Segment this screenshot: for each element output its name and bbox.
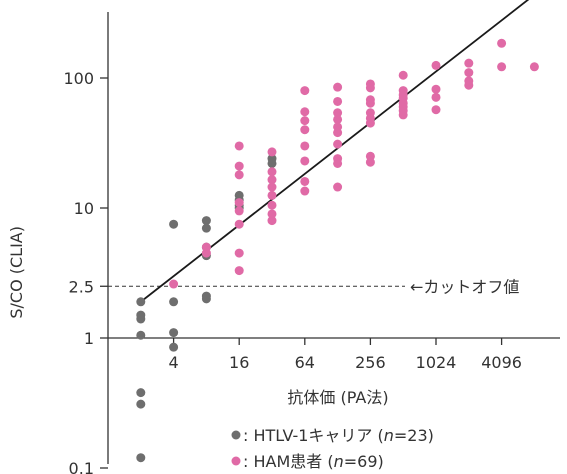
- data-point-carrier: [136, 388, 146, 398]
- x-tick-label: 64: [295, 353, 315, 372]
- data-point-ham: [169, 279, 179, 289]
- axes: [107, 12, 560, 464]
- data-point-ham: [365, 157, 375, 167]
- legend-entry-carrier-label: : HTLV-1キャリア (: [243, 426, 384, 445]
- data-point-ham: [431, 92, 441, 102]
- data-point-carrier: [136, 399, 146, 409]
- legend-entry-ham: : HAM患者 (n=69): [243, 452, 384, 471]
- data-point-ham: [398, 70, 408, 80]
- data-point-ham: [464, 68, 474, 78]
- data-point-ham: [234, 248, 244, 258]
- data-point-carrier: [201, 216, 211, 226]
- data-point-ham: [267, 182, 277, 192]
- data-point-ham: [267, 200, 277, 210]
- data-point-ham: [267, 216, 277, 226]
- data-point-ham: [267, 175, 277, 185]
- data-point-ham: [365, 118, 375, 128]
- data-point-carrier: [136, 330, 146, 340]
- legend-entry-ham-label: : HAM患者 (: [243, 452, 334, 471]
- x-tick-label: 16: [229, 353, 249, 372]
- legend-marker-carrier: [231, 430, 241, 440]
- data-point-ham: [300, 186, 310, 196]
- y-tick-label: 1: [84, 329, 94, 348]
- data-point-ham: [497, 38, 507, 48]
- data-point-ham: [333, 182, 343, 192]
- data-point-ham: [333, 114, 343, 124]
- y-tick-label: 2.5: [69, 277, 94, 296]
- data-point-ham: [300, 116, 310, 126]
- data-point-carrier: [169, 297, 179, 307]
- data-point-carrier: [267, 158, 277, 168]
- data-point-ham: [333, 158, 343, 168]
- data-point-carrier: [136, 453, 146, 463]
- data-point-ham: [431, 84, 441, 94]
- legend-marker-ham: [231, 456, 241, 466]
- data-point-ham: [333, 139, 343, 149]
- data-point-ham: [201, 248, 211, 258]
- legend-entry-ham-n: n: [334, 452, 344, 471]
- data-point-carrier: [169, 342, 179, 352]
- data-point-ham: [267, 167, 277, 177]
- legend-entry-ham-count: =69): [344, 452, 384, 471]
- x-tick-label: 4: [169, 353, 179, 372]
- data-point-ham: [234, 141, 244, 151]
- y-tick-label: 10: [74, 199, 94, 218]
- data-point-carrier: [136, 297, 146, 307]
- data-point-ham: [365, 83, 375, 93]
- data-point-ham: [234, 206, 244, 216]
- data-point-ham: [300, 107, 310, 117]
- x-ticks: 4 16 64 256 1024 4096: [169, 338, 522, 372]
- data-point-ham: [267, 209, 277, 219]
- legend-entry-carrier-count: =23): [394, 426, 434, 445]
- data-point-ham: [234, 161, 244, 171]
- y-tick-label: 0.1: [69, 459, 94, 474]
- y-axis-label: S/CO (CLIA): [7, 226, 26, 319]
- data-point-ham: [497, 62, 507, 72]
- data-point-ham: [300, 141, 310, 151]
- data-point-ham: [300, 125, 310, 135]
- y-tick-label: 100: [63, 69, 94, 88]
- data-point-carrier: [169, 219, 179, 229]
- data-point-ham: [464, 58, 474, 68]
- data-point-ham: [234, 266, 244, 276]
- data-point-ham: [333, 82, 343, 92]
- legend: : HTLV-1キャリア (n=23) : HAM患者 (n=69): [231, 426, 434, 471]
- data-points: [136, 38, 539, 463]
- data-point-ham: [431, 105, 441, 115]
- data-point-ham: [333, 108, 343, 118]
- fit-line: [140, 0, 530, 303]
- legend-entry-carrier: : HTLV-1キャリア (n=23): [243, 426, 434, 445]
- data-point-ham: [333, 128, 343, 138]
- x-axis-label: 抗体価 (PA法): [287, 388, 388, 407]
- data-point-ham: [267, 190, 277, 200]
- x-tick-label: 1024: [416, 353, 457, 372]
- data-point-carrier: [201, 294, 211, 304]
- data-point-carrier: [201, 223, 211, 233]
- data-point-ham: [529, 62, 539, 72]
- data-point-ham: [234, 219, 244, 229]
- data-point-ham: [300, 86, 310, 96]
- legend-entry-carrier-n: n: [384, 426, 394, 445]
- data-point-ham: [234, 198, 244, 208]
- y-ticks: 0.1 1 2.5 10 100: [63, 69, 108, 474]
- data-point-ham: [464, 80, 474, 90]
- data-point-ham: [267, 147, 277, 157]
- data-point-ham: [365, 98, 375, 108]
- data-point-ham: [333, 96, 343, 106]
- data-point-carrier: [136, 314, 146, 324]
- x-tick-label: 256: [355, 353, 386, 372]
- cutoff-label: ←カットオフ値: [410, 277, 519, 296]
- x-tick-label: 4096: [481, 353, 522, 372]
- data-point-ham: [300, 156, 310, 166]
- data-point-ham: [431, 60, 441, 70]
- data-point-carrier: [169, 328, 179, 338]
- data-point-ham: [300, 176, 310, 186]
- data-point-ham: [398, 110, 408, 120]
- data-point-ham: [234, 170, 244, 180]
